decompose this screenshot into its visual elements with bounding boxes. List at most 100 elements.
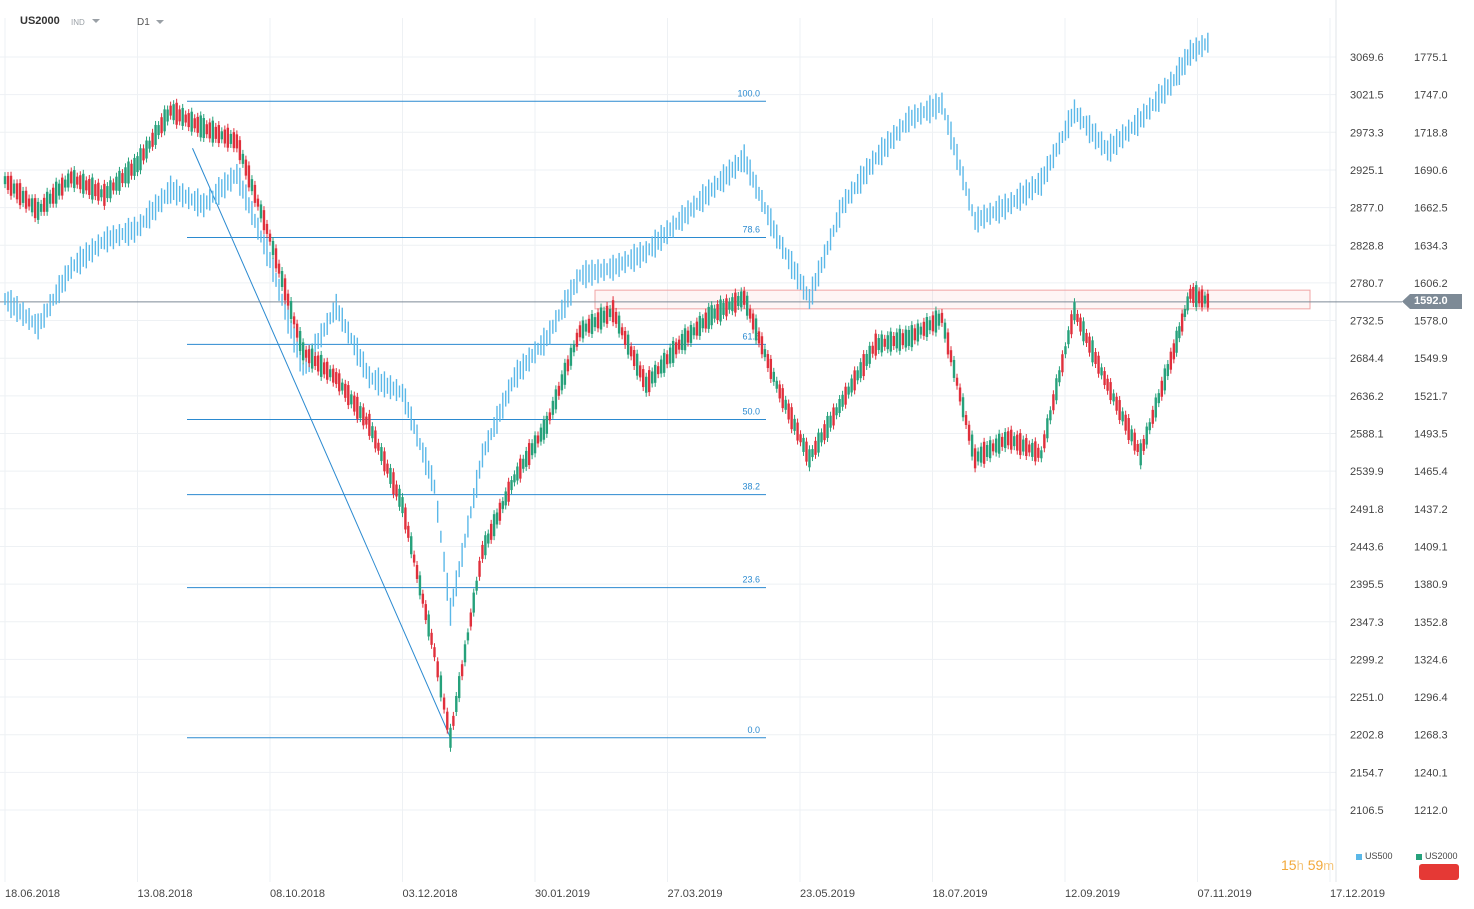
us2000-candle-body [695, 321, 699, 336]
us2000-candle-body [545, 415, 549, 434]
us2000-candle-body [1183, 308, 1187, 317]
us2000-candle-body [283, 278, 287, 301]
us2000-candle-body [1000, 436, 1004, 447]
us2000-candle-body [1067, 330, 1070, 345]
us2000-candle-body [775, 380, 778, 389]
date-axis-tick: 07.11.2019 [1198, 888, 1252, 900]
us2000-candle-body [383, 451, 386, 472]
us2000-candle-body [665, 354, 669, 365]
chevron-down-icon[interactable] [92, 19, 100, 23]
us2000-candle-body [463, 644, 467, 663]
right-axis-tick: 1690.6 [1414, 165, 1448, 177]
us2000-candle-body [1022, 439, 1025, 452]
us2000-candle-body [1061, 354, 1064, 373]
us2000-candle-body [832, 407, 835, 426]
us2000-candle-body [871, 345, 874, 354]
right-axis-tick: 1662.5 [1414, 203, 1448, 215]
us2000-candle-body [808, 449, 811, 468]
us2000-candle-body [1195, 285, 1198, 308]
us2000-candle-body [530, 443, 534, 456]
resistance-zone[interactable] [0, 289, 1402, 310]
us2000-candle-body [635, 353, 639, 376]
us2000-candle-body [36, 201, 40, 220]
left-price-axis[interactable]: 3069.6 3021.5 2973.3 2925.1 2877.0 2828.8 2780… [1350, 52, 1384, 817]
legend-item-us500[interactable]: US500 [1356, 851, 1393, 861]
us2000-candle-body [145, 140, 148, 159]
us2000-candle-body [307, 349, 311, 364]
us2000-candle-body [946, 332, 950, 355]
us2000-candle-body [641, 369, 645, 388]
date-axis[interactable]: 18.06.2018 13.08.2018 08.10.2018 03.12.2018… [5, 888, 1385, 900]
us2000-candle-body [1189, 288, 1192, 299]
us2000-candle-body [737, 295, 740, 306]
us2000-candle-body [1124, 414, 1127, 431]
us2000-candle-body [784, 399, 787, 410]
us2000-candle-body [850, 378, 853, 393]
us2000-candle-body [1139, 443, 1142, 466]
us2000-candle-body [841, 394, 844, 407]
us2000-candle-body [817, 432, 820, 453]
us2000-candle-body [329, 369, 332, 378]
us2000-candle-body [898, 328, 902, 351]
us2000-candle-body [994, 438, 998, 453]
us2000-candle-body [478, 560, 481, 577]
us2000-candle-body [64, 179, 67, 188]
us2000-candle-body [722, 302, 725, 315]
right-price-axis[interactable]: 1775.1 1747.0 1718.8 1690.6 1662.5 1634.3 1606… [1414, 52, 1448, 817]
us2000-candle-body [536, 435, 540, 444]
us2000-candle-body [838, 399, 841, 414]
us2000-candle-body [1070, 314, 1073, 335]
symbol-name[interactable]: US2000 [20, 15, 60, 27]
us2000-candle-body [1157, 393, 1160, 404]
us2000-candle-body [997, 433, 1001, 454]
us2000-candle-body [970, 434, 974, 457]
us2000-candle-body [1046, 418, 1049, 439]
us2000-candle-body [539, 427, 543, 442]
us2000-candle-body [919, 326, 923, 335]
us2000-candle-body [1088, 336, 1091, 353]
us2000-candle-body [501, 501, 505, 510]
timer-minutes: 59 [1307, 857, 1324, 873]
us2000-candle-body [572, 344, 576, 353]
us2000-candle-body [469, 612, 473, 627]
us2000-candle-body [166, 109, 169, 122]
us2000-candle-body [638, 365, 642, 378]
us2000-candle-body [1085, 332, 1088, 343]
us2000-candle-body [136, 156, 139, 173]
us2000-candle-body [686, 330, 690, 343]
timeframe-selector[interactable]: D1 [137, 17, 150, 28]
sell-button[interactable] [1419, 864, 1459, 880]
us2000-candle-body [211, 120, 214, 143]
us2000-candle-body [160, 117, 163, 134]
us2000-candle-body [271, 240, 275, 255]
us2000-candle-body [551, 400, 555, 415]
us2000-candle-body [154, 124, 157, 145]
legend-item-us2000[interactable]: US2000 [1416, 851, 1458, 861]
us2000-series [3, 98, 1210, 752]
us2000-candle-body [1091, 340, 1094, 363]
us2000-candle-body [121, 173, 124, 184]
us2000-candle-body [1073, 302, 1076, 321]
us2000-candle-body [415, 564, 419, 579]
chevron-down-icon[interactable] [156, 20, 164, 24]
us2000-candle-body [907, 329, 911, 346]
us2000-candle-body [958, 387, 962, 402]
fibonacci-retracement[interactable]: 100.0 78.6 61.8 50.0 38.2 23.6 0.0 [187, 88, 766, 739]
us2000-candle-body [778, 384, 781, 399]
us2000-candle-body [1109, 382, 1112, 401]
us2000-candle-body [316, 355, 320, 372]
us2000-candle-body [377, 442, 380, 451]
left-axis-tick: 2395.5 [1350, 579, 1384, 591]
us2000-candle-body [1180, 313, 1184, 332]
us2000-candle-body [1169, 351, 1173, 370]
us2000-candle-body [181, 107, 184, 126]
us2000-candle-body [859, 362, 862, 379]
us2000-candle-body [1049, 410, 1052, 421]
right-axis-tick: 1409.1 [1414, 541, 1448, 553]
us2000-candle-body [781, 388, 784, 409]
us2000-candle-body [772, 371, 775, 382]
us2000-candle-body [527, 443, 531, 466]
us2000-candle-body [760, 336, 764, 355]
us2000-candle-body [175, 102, 178, 125]
